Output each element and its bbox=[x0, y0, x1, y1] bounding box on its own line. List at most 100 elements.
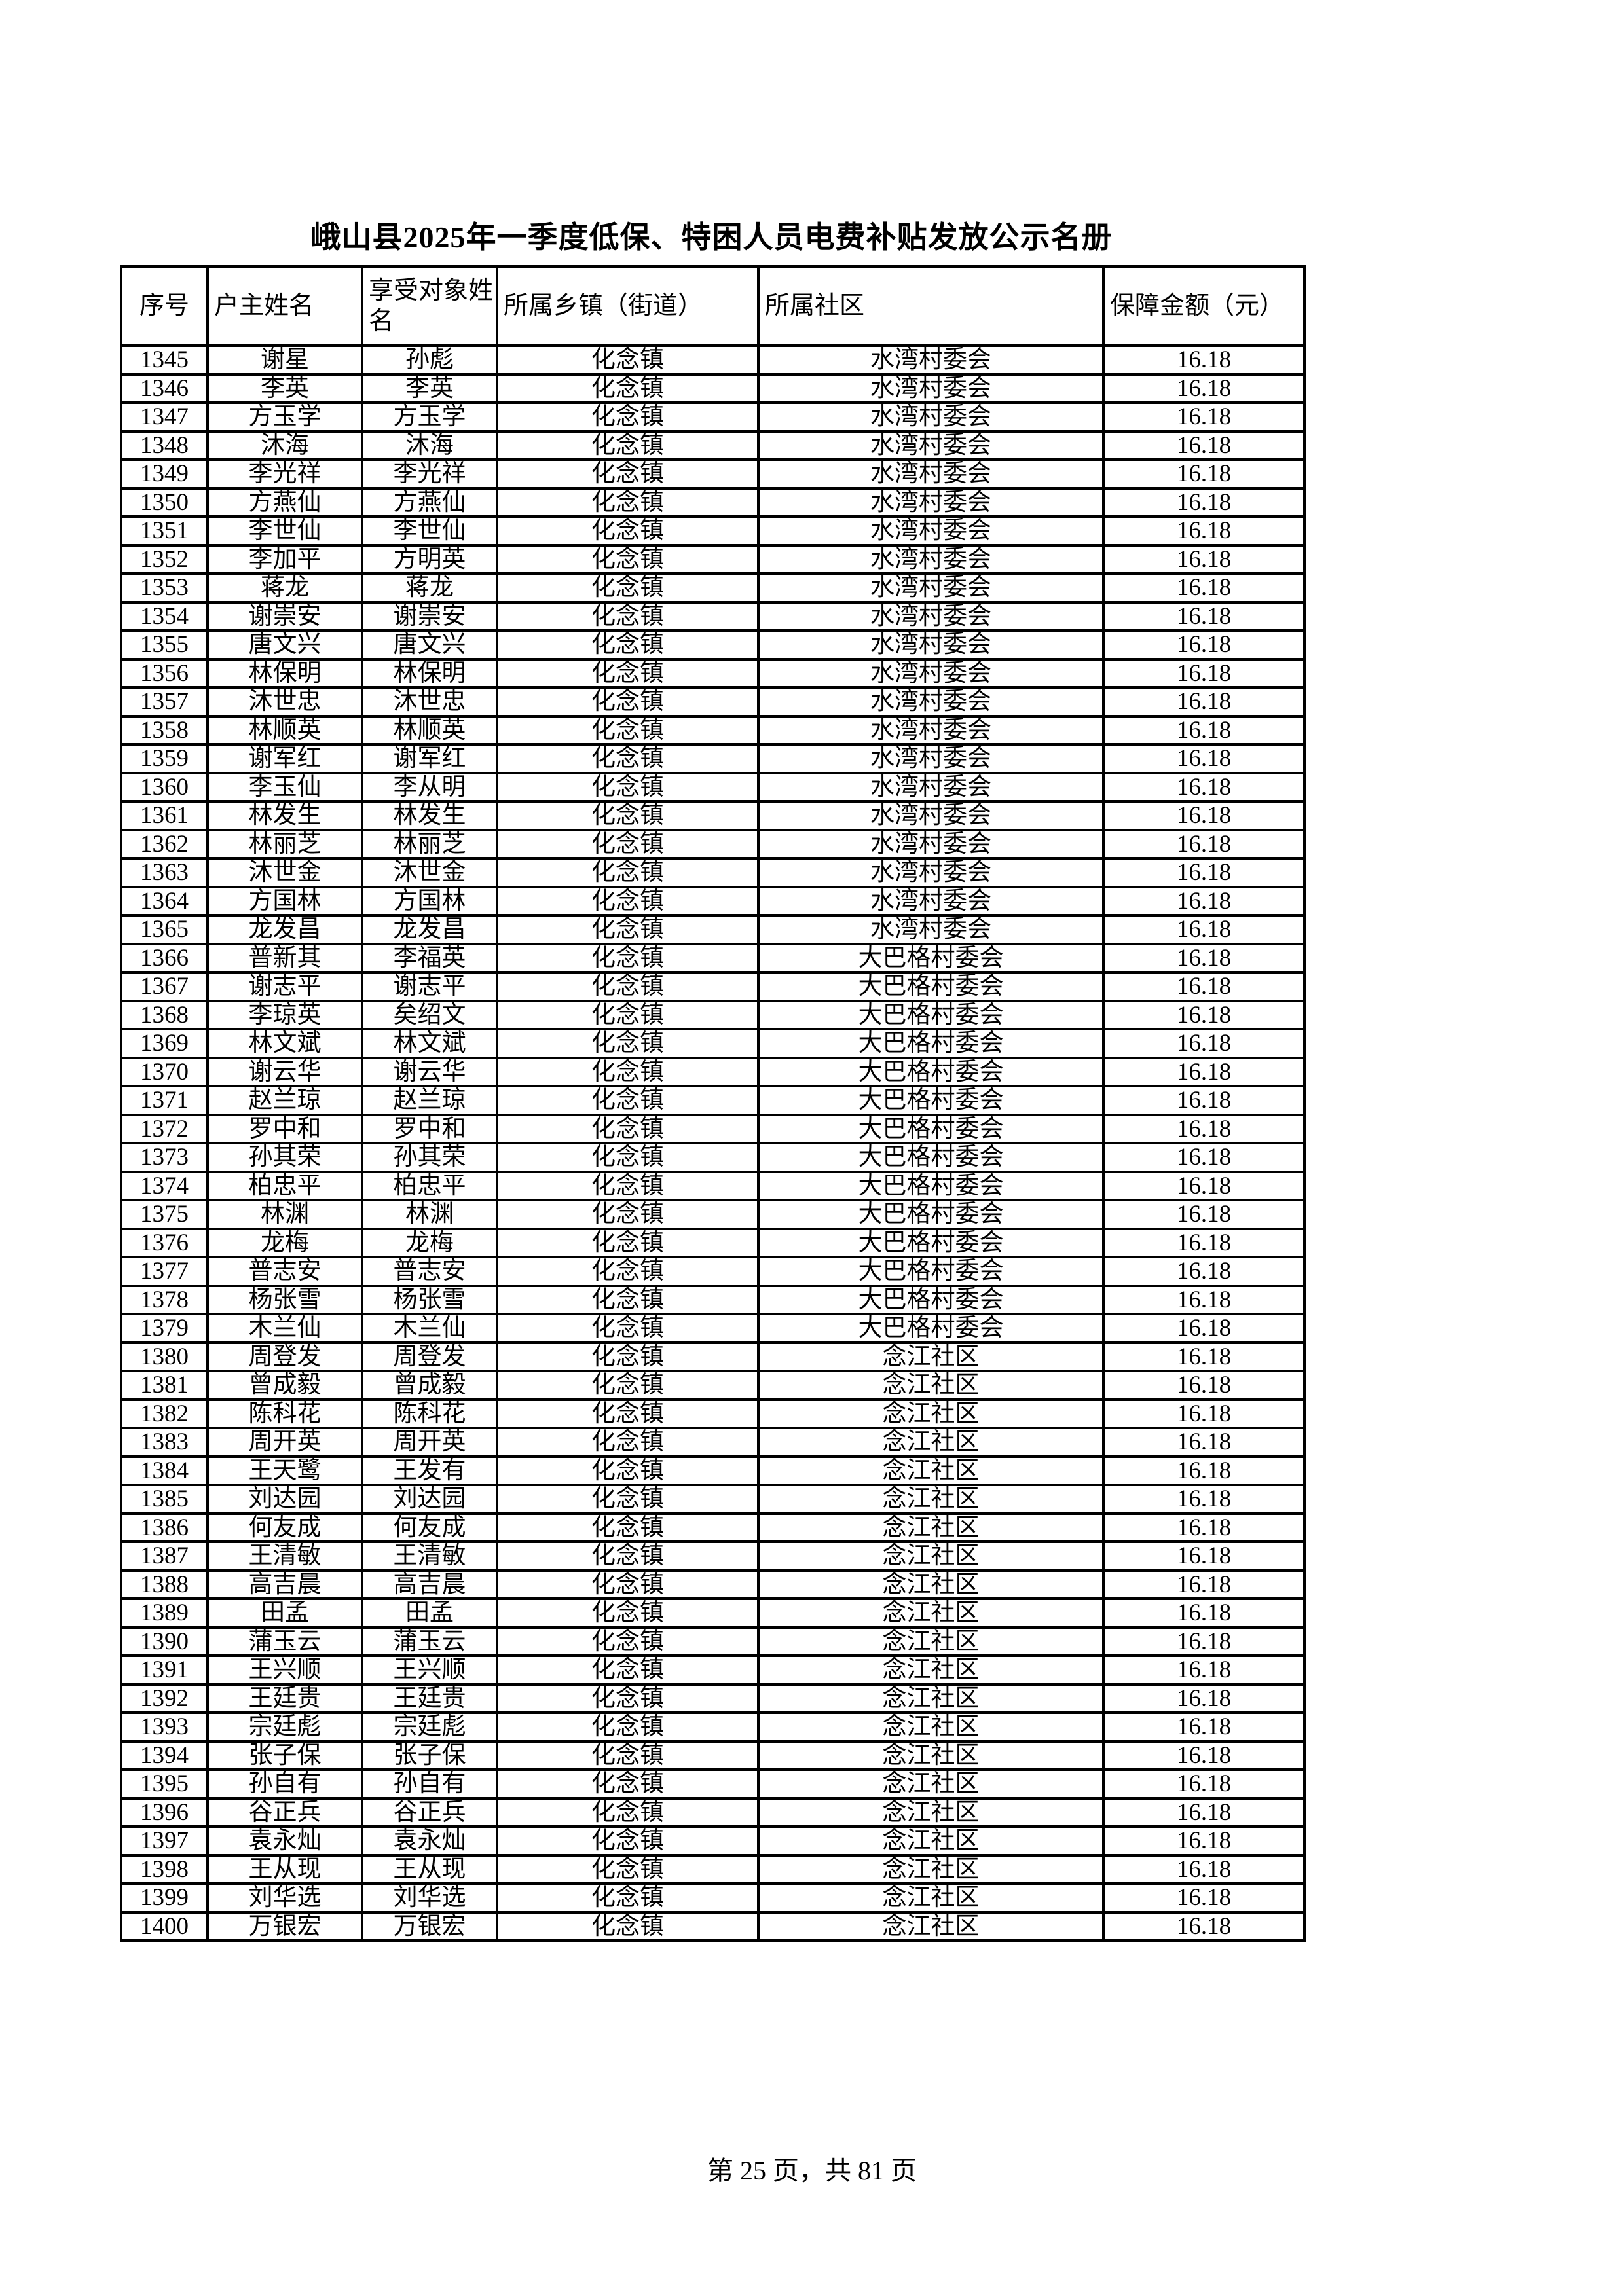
cell-householder: 宗廷彪 bbox=[206, 1711, 363, 1743]
cell-beneficiary: 谢志平 bbox=[361, 971, 498, 1002]
cell-township: 化念镇 bbox=[496, 1882, 760, 1914]
cell-township: 化念镇 bbox=[496, 1341, 760, 1372]
cell-householder: 唐文兴 bbox=[206, 629, 363, 661]
cell-amount: 16.18 bbox=[1102, 344, 1306, 376]
cell-township: 化念镇 bbox=[496, 515, 760, 547]
cell-householder: 李加平 bbox=[206, 543, 363, 575]
cell-township: 化念镇 bbox=[496, 1284, 760, 1315]
cell-index: 1360 bbox=[120, 771, 209, 803]
cell-community: 念江社区 bbox=[757, 1882, 1105, 1914]
cell-amount: 16.18 bbox=[1102, 1626, 1306, 1657]
cell-householder: 蒲玉云 bbox=[206, 1626, 363, 1657]
table-row: 1375 林渊 林渊 化念镇 大巴格村委会 16.18 bbox=[120, 1199, 1306, 1230]
cell-householder: 王廷贵 bbox=[206, 1683, 363, 1714]
cell-community: 大巴格村委会 bbox=[757, 1227, 1105, 1258]
cell-township: 化念镇 bbox=[496, 1626, 760, 1657]
cell-beneficiary: 谢云华 bbox=[361, 1056, 498, 1087]
cell-beneficiary: 李世仙 bbox=[361, 515, 498, 547]
cell-community: 大巴格村委会 bbox=[757, 942, 1105, 974]
cell-householder: 刘华选 bbox=[206, 1882, 363, 1914]
cell-index: 1375 bbox=[120, 1199, 209, 1230]
cell-householder: 何友成 bbox=[206, 1512, 363, 1543]
cell-amount: 16.18 bbox=[1102, 1028, 1306, 1059]
cell-index: 1392 bbox=[120, 1683, 209, 1714]
table-row: 1387 王清敏 王清敏 化念镇 念江社区 16.18 bbox=[120, 1540, 1306, 1572]
cell-index: 1389 bbox=[120, 1597, 209, 1629]
cell-community: 念江社区 bbox=[757, 1626, 1105, 1657]
cell-amount: 16.18 bbox=[1102, 743, 1306, 774]
cell-township: 化念镇 bbox=[496, 1028, 760, 1059]
table-row: 1348 沐海 沐海 化念镇 水湾村委会 16.18 bbox=[120, 429, 1306, 461]
cell-community: 大巴格村委会 bbox=[757, 1028, 1105, 1059]
cell-amount: 16.18 bbox=[1102, 572, 1306, 604]
cell-township: 化念镇 bbox=[496, 1910, 760, 1942]
cell-amount: 16.18 bbox=[1102, 1796, 1306, 1828]
cell-index: 1346 bbox=[120, 373, 209, 404]
table-row: 1386 何友成 何友成 化念镇 念江社区 16.18 bbox=[120, 1512, 1306, 1543]
table-row: 1389 田孟 田孟 化念镇 念江社区 16.18 bbox=[120, 1597, 1306, 1629]
cell-index: 1368 bbox=[120, 999, 209, 1030]
cell-township: 化念镇 bbox=[496, 1170, 760, 1201]
table-row: 1391 王兴顺 王兴顺 化念镇 念江社区 16.18 bbox=[120, 1654, 1306, 1686]
table-body: 1345 谢星 孙彪 化念镇 水湾村委会 16.18 1346 李英 李英 化念镇 水湾村委会 16.… bbox=[120, 344, 1306, 1942]
cell-beneficiary: 刘达园 bbox=[361, 1484, 498, 1515]
table-row: 1374 柏忠平 柏忠平 化念镇 大巴格村委会 16.18 bbox=[120, 1170, 1306, 1201]
cell-index: 1367 bbox=[120, 971, 209, 1002]
cell-index: 1372 bbox=[120, 1113, 209, 1144]
cell-community: 念江社区 bbox=[757, 1711, 1105, 1743]
cell-index: 1355 bbox=[120, 629, 209, 661]
cell-index: 1351 bbox=[120, 515, 209, 547]
cell-beneficiary: 李英 bbox=[361, 373, 498, 404]
cell-householder: 方玉学 bbox=[206, 401, 363, 433]
table-row: 1365 龙发昌 龙发昌 化念镇 水湾村委会 16.18 bbox=[120, 914, 1306, 945]
cell-householder: 普新其 bbox=[206, 942, 363, 974]
cell-community: 念江社区 bbox=[757, 1341, 1105, 1372]
cell-community: 水湾村委会 bbox=[757, 657, 1105, 689]
cell-householder: 方燕仙 bbox=[206, 486, 363, 518]
cell-community: 大巴格村委会 bbox=[757, 1113, 1105, 1144]
cell-householder: 谢崇安 bbox=[206, 600, 363, 632]
cell-beneficiary: 曾成毅 bbox=[361, 1370, 498, 1401]
cell-amount: 16.18 bbox=[1102, 914, 1306, 945]
cell-amount: 16.18 bbox=[1102, 971, 1306, 1002]
cell-householder: 杨张雪 bbox=[206, 1284, 363, 1315]
cell-index: 1371 bbox=[120, 1085, 209, 1116]
cell-beneficiary: 蒲玉云 bbox=[361, 1626, 498, 1657]
cell-householder: 王天鹭 bbox=[206, 1455, 363, 1486]
table-row: 1366 普新其 李福英 化念镇 大巴格村委会 16.18 bbox=[120, 942, 1306, 974]
cell-index: 1363 bbox=[120, 857, 209, 888]
cell-community: 念江社区 bbox=[757, 1768, 1105, 1800]
subsidy-table: 序号 户主姓名 享受对象姓名 所属乡镇（街道） 所属社区 保障金额（元） 134… bbox=[120, 265, 1306, 1942]
cell-township: 化念镇 bbox=[496, 885, 760, 917]
cell-index: 1370 bbox=[120, 1056, 209, 1087]
cell-householder: 普志安 bbox=[206, 1256, 363, 1287]
table-row: 1358 林顺英 林顺英 化念镇 水湾村委会 16.18 bbox=[120, 714, 1306, 746]
cell-householder: 李世仙 bbox=[206, 515, 363, 547]
table-row: 1400 万银宏 万银宏 化念镇 念江社区 16.18 bbox=[120, 1910, 1306, 1942]
table-row: 1364 方国林 方国林 化念镇 水湾村委会 16.18 bbox=[120, 885, 1306, 917]
cell-township: 化念镇 bbox=[496, 1199, 760, 1230]
cell-amount: 16.18 bbox=[1102, 373, 1306, 404]
cell-township: 化念镇 bbox=[496, 572, 760, 604]
cell-community: 水湾村委会 bbox=[757, 885, 1105, 917]
table-row: 1373 孙其荣 孙其荣 化念镇 大巴格村委会 16.18 bbox=[120, 1142, 1306, 1173]
cell-index: 1390 bbox=[120, 1626, 209, 1657]
cell-community: 水湾村委会 bbox=[757, 914, 1105, 945]
cell-community: 水湾村委会 bbox=[757, 401, 1105, 433]
cell-township: 化念镇 bbox=[496, 1056, 760, 1087]
cell-index: 1347 bbox=[120, 401, 209, 433]
cell-index: 1388 bbox=[120, 1569, 209, 1600]
cell-amount: 16.18 bbox=[1102, 1199, 1306, 1230]
cell-community: 大巴格村委会 bbox=[757, 1256, 1105, 1287]
cell-beneficiary: 孙彪 bbox=[361, 344, 498, 376]
cell-index: 1345 bbox=[120, 344, 209, 376]
cell-householder: 李光祥 bbox=[206, 458, 363, 490]
table-row: 1356 林保明 林保明 化念镇 水湾村委会 16.18 bbox=[120, 657, 1306, 689]
cell-householder: 田孟 bbox=[206, 1597, 363, 1629]
cell-index: 1395 bbox=[120, 1768, 209, 1800]
cell-township: 化念镇 bbox=[496, 1142, 760, 1173]
cell-amount: 16.18 bbox=[1102, 1284, 1306, 1315]
cell-township: 化念镇 bbox=[496, 999, 760, 1030]
table-row: 1379 木兰仙 木兰仙 化念镇 大巴格村委会 16.18 bbox=[120, 1313, 1306, 1344]
table-row: 1394 张子保 张子保 化念镇 念江社区 16.18 bbox=[120, 1740, 1306, 1771]
